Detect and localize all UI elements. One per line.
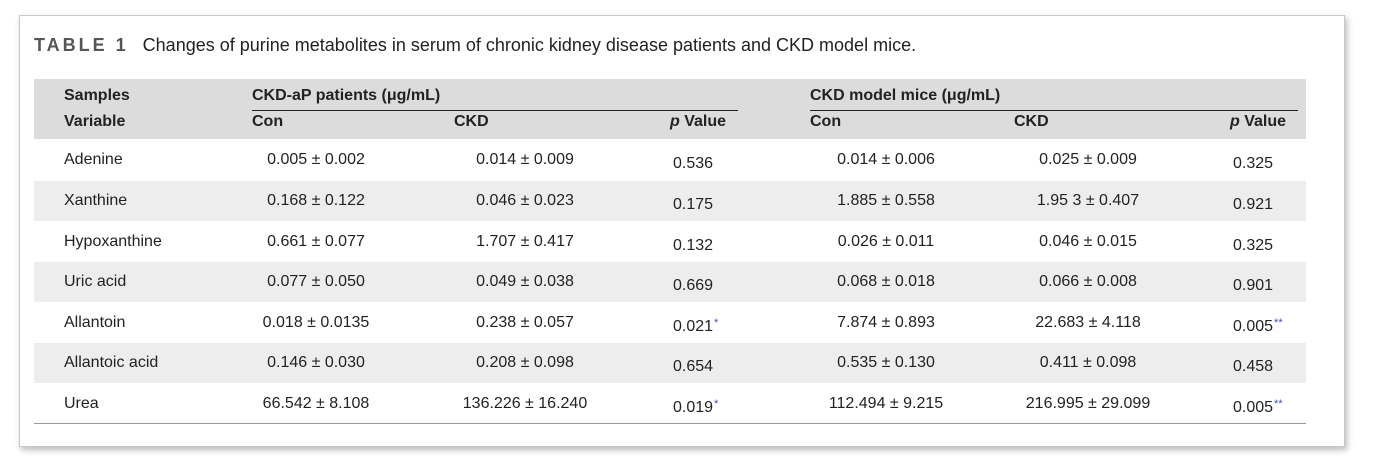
p-value: 0.021 — [673, 318, 714, 335]
header-group-patients: CKD-aP patients (μg/mL) — [252, 87, 441, 104]
row-patients-p: 0.132 — [673, 222, 714, 266]
table-row: Allantoic acid 0.146 ± 0.030 0.208 ± 0.0… — [34, 343, 1306, 383]
significance-mark: ** — [1274, 398, 1283, 410]
row-variable: Hypoxanthine — [64, 233, 162, 250]
p-value: 0.921 — [1233, 196, 1274, 213]
table-label: TABLE 1 — [34, 35, 129, 55]
row-patients-con: 0.077 ± 0.050 — [267, 273, 365, 290]
p-value: 0.654 — [673, 358, 714, 375]
row-mice-p: 0.325 — [1233, 140, 1274, 184]
row-mice-con: 1.885 ± 0.558 — [837, 192, 935, 209]
header-samples: Samples — [64, 87, 130, 104]
p-value: 0.005 — [1233, 318, 1274, 335]
p-value: 0.901 — [1233, 277, 1274, 294]
row-patients-ckd: 0.046 ± 0.023 — [476, 192, 574, 209]
header-variable: Variable — [64, 113, 126, 130]
header-mice-pvalue: p Value — [1230, 113, 1286, 131]
header-p-rest: Value — [679, 113, 727, 130]
row-mice-ckd: 0.066 ± 0.008 — [1039, 273, 1137, 290]
table-row: Hypoxanthine 0.661 ± 0.077 1.707 ± 0.417… — [34, 222, 1306, 262]
row-variable: Allantoin — [64, 314, 126, 331]
row-mice-p: 0.325 — [1233, 222, 1274, 266]
row-mice-con: 0.014 ± 0.006 — [837, 151, 935, 168]
row-mice-ckd: 1.95 3 ± 0.407 — [1036, 192, 1140, 209]
header-patients-con: Con — [252, 113, 284, 130]
p-value: 0.019 — [673, 399, 714, 416]
row-mice-p: 0.901 — [1233, 262, 1274, 306]
row-patients-ckd: 0.014 ± 0.009 — [476, 151, 574, 168]
p-value: 0.669 — [673, 277, 714, 294]
table-header: Samples Variable CKD-aP patients (μg/mL)… — [34, 79, 1306, 139]
p-value: 0.005 — [1233, 399, 1274, 416]
header-patients-ckd: CKD — [454, 113, 489, 130]
p-value: 0.175 — [673, 196, 714, 213]
row-patients-con: 0.146 ± 0.030 — [267, 354, 365, 371]
row-variable: Adenine — [64, 151, 123, 168]
table-caption: TABLE 1 Changes of purine metabolites in … — [34, 35, 916, 56]
header-p-rest: Value — [1239, 113, 1287, 130]
row-mice-con: 112.494 ± 9.215 — [828, 395, 944, 412]
table-row: Xanthine 0.168 ± 0.122 0.046 ± 0.023 0.1… — [34, 181, 1306, 221]
row-mice-con: 0.026 ± 0.011 — [837, 233, 935, 250]
row-patients-con: 0.005 ± 0.002 — [267, 151, 365, 168]
header-group-mice-rule — [810, 110, 1298, 111]
row-variable: Urea — [64, 395, 99, 412]
row-patients-con: 0.018 ± 0.0135 — [262, 314, 370, 331]
row-patients-p: 0.021* — [673, 303, 718, 347]
row-mice-p: 0.458 — [1233, 343, 1274, 387]
p-value: 0.325 — [1233, 237, 1274, 254]
row-patients-ckd: 0.208 ± 0.098 — [476, 354, 574, 371]
table-caption-text: Changes of purine metabolites in serum o… — [142, 35, 917, 55]
row-mice-ckd: 0.025 ± 0.009 — [1039, 151, 1137, 168]
row-mice-p: 0.005** — [1233, 303, 1283, 347]
header-p-italic: p — [670, 113, 680, 130]
header-patients-pvalue: p Value — [670, 113, 726, 131]
table-row: Allantoin 0.018 ± 0.0135 0.238 ± 0.057 0… — [34, 303, 1306, 343]
row-mice-ckd: 0.046 ± 0.015 — [1039, 233, 1137, 250]
header-mice-ckd: CKD — [1014, 113, 1049, 130]
row-mice-ckd: 22.683 ± 4.118 — [1035, 314, 1141, 331]
row-patients-ckd: 0.238 ± 0.057 — [476, 314, 574, 331]
table-bottom-rule — [34, 423, 1306, 424]
row-patients-con: 66.542 ± 8.108 — [262, 395, 370, 412]
header-mice-con: Con — [810, 113, 842, 130]
row-mice-con: 7.874 ± 0.893 — [837, 314, 935, 331]
row-patients-ckd: 0.049 ± 0.038 — [476, 273, 574, 290]
row-patients-p: 0.175 — [673, 181, 714, 225]
row-patients-p: 0.536 — [673, 140, 714, 184]
row-mice-ckd: 0.411 ± 0.098 — [1039, 354, 1137, 371]
row-patients-con: 0.168 ± 0.122 — [267, 192, 365, 209]
row-variable: Allantoic acid — [64, 354, 159, 371]
row-patients-ckd: 136.226 ± 16.240 — [462, 395, 588, 412]
p-value: 0.132 — [673, 237, 714, 254]
row-patients-p: 0.669 — [673, 262, 714, 306]
header-group-patients-rule — [252, 110, 738, 111]
p-value: 0.458 — [1233, 358, 1274, 375]
significance-mark: * — [714, 398, 719, 410]
row-mice-p: 0.005** — [1233, 384, 1283, 428]
significance-mark: * — [714, 317, 719, 329]
table-row: Uric acid 0.077 ± 0.050 0.049 ± 0.038 0.… — [34, 262, 1306, 302]
header-p-italic: p — [1230, 113, 1240, 130]
row-variable: Xanthine — [64, 192, 128, 209]
table-row: Urea 66.542 ± 8.108 136.226 ± 16.240 0.0… — [34, 384, 1306, 424]
p-value: 0.536 — [673, 155, 714, 172]
p-value: 0.325 — [1233, 155, 1274, 172]
row-variable: Uric acid — [64, 273, 127, 290]
row-patients-con: 0.661 ± 0.077 — [267, 233, 365, 250]
row-patients-ckd: 1.707 ± 0.417 — [476, 233, 574, 250]
row-mice-con: 0.068 ± 0.018 — [837, 273, 935, 290]
row-patients-p: 0.654 — [673, 343, 714, 387]
row-patients-p: 0.019* — [673, 384, 718, 428]
significance-mark: ** — [1274, 317, 1283, 329]
row-mice-p: 0.921 — [1233, 181, 1274, 225]
row-mice-ckd: 216.995 ± 29.099 — [1025, 395, 1151, 412]
row-mice-con: 0.535 ± 0.130 — [837, 354, 935, 371]
table-row: Adenine 0.005 ± 0.002 0.014 ± 0.009 0.53… — [34, 140, 1306, 180]
header-group-mice: CKD model mice (μg/mL) — [810, 87, 1001, 104]
